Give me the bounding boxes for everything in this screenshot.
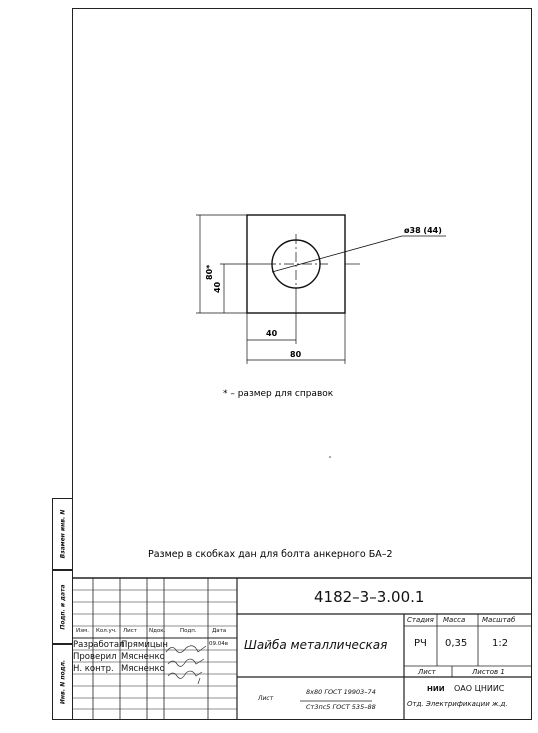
sheets-label: Листов 1 <box>472 668 505 676</box>
org-logo: НИИ <box>427 685 445 693</box>
col-header-docno: Nдок. <box>149 628 166 634</box>
col-header-date: Дата <box>212 628 227 634</box>
dim-width-half: 40 <box>266 329 278 338</box>
stage-value: РЧ <box>414 638 427 649</box>
signature-normcontrol <box>167 670 203 685</box>
col-header-sheet: Лист <box>123 628 137 634</box>
mass-label: Масса <box>443 616 466 624</box>
drawing-frame <box>72 8 532 720</box>
name-developer: Прямицын <box>121 640 168 650</box>
date-developer: 09.04в <box>209 641 228 647</box>
name-normcontrol: Мясненко <box>121 664 165 674</box>
dim-width-total: 80 <box>290 350 302 359</box>
dim-height-total: 80* <box>205 264 214 280</box>
dim-diameter: ø38 (44) <box>404 226 442 235</box>
part-name: Шайба металлическая <box>244 638 388 652</box>
signature-developer <box>165 645 207 653</box>
org-name: ОАО ЦНИИС <box>454 684 505 693</box>
dim-height-half: 40 <box>213 281 222 293</box>
material-sheet-label: Лист <box>258 695 274 702</box>
reference-note: * – размер для справок <box>223 389 334 399</box>
role-developer: Разработал <box>73 640 125 650</box>
material-top: 8х80 ГОСТ 19903–74 <box>306 688 376 696</box>
stage-label: Стадия <box>407 616 434 624</box>
col-header-qty: Кол.уч. <box>96 628 117 634</box>
side-inv-substitute: Взамен инв. N <box>52 498 72 570</box>
material-bottom: Ст3пс5 ГОСТ 535–88 <box>306 703 376 711</box>
role-checker: Проверил <box>73 652 117 662</box>
side-inv-original: Инв. N подл. <box>52 644 72 720</box>
role-normcontrol: Н. контр. <box>73 664 114 674</box>
sheet-label: Лист <box>418 668 436 676</box>
scale-label: Масштаб <box>482 616 516 624</box>
signature-checker <box>167 658 205 667</box>
org-dept: Отд. Электрификации ж.д. <box>407 700 508 708</box>
side-signature-date: Подп. и дата <box>52 570 72 644</box>
col-header-sign: Подп. <box>180 628 197 634</box>
doc-code: 4182–3–3.00.1 <box>314 588 425 606</box>
mass-value: 0,35 <box>445 638 468 649</box>
name-checker: Мясненко <box>121 652 165 662</box>
bolt-note: Размер в скобках дан для болта анкерного… <box>148 549 393 560</box>
scale-value: 1:2 <box>492 638 509 649</box>
col-header-change: Изм. <box>76 628 89 634</box>
